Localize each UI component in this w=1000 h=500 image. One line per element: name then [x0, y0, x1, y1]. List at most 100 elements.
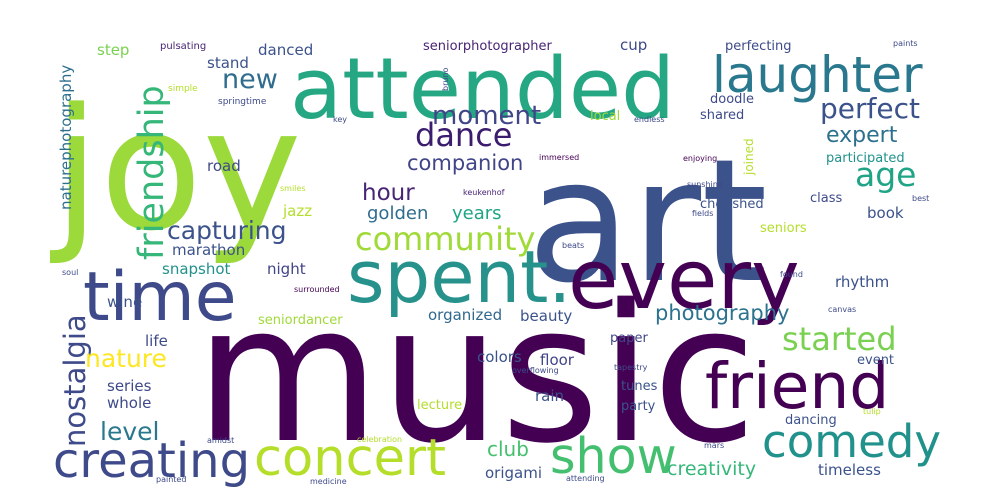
word-creating: creating — [53, 433, 250, 489]
word-road: road — [207, 157, 241, 175]
word-key: key — [333, 115, 347, 124]
word-overflowing: overflowing — [512, 366, 559, 375]
word-whole: whole — [107, 394, 151, 412]
word-night: night — [267, 260, 306, 278]
word-golden: golden — [367, 203, 428, 224]
word-every: every — [568, 233, 800, 328]
word-moment: moment — [432, 101, 541, 131]
word-photography: photography — [655, 301, 789, 325]
word-surrounded: surrounded — [294, 285, 340, 294]
word-lecture: lecture — [417, 398, 462, 413]
word-dancing: dancing — [785, 413, 837, 428]
word-bruno: bruno — [441, 67, 450, 91]
word-origami: origami — [485, 464, 542, 482]
word-nature: nature — [85, 344, 167, 373]
word-smiles: smiles — [280, 184, 306, 193]
word-concert: concert — [254, 429, 446, 488]
word-mars: mars — [704, 441, 724, 450]
word-endless: endless — [634, 115, 665, 124]
word-friend: friend — [705, 350, 889, 423]
word-art: art — [527, 123, 768, 321]
word-snapshot: snapshot — [162, 260, 231, 278]
word-springtime: springtime — [218, 97, 267, 107]
word-spent: spent. — [347, 235, 571, 319]
word-keukenhof: keukenhof — [463, 188, 505, 197]
word-cherished: cherished — [700, 197, 764, 212]
word-friendship: friendship — [132, 85, 172, 260]
word-perfecting: perfecting — [725, 39, 792, 54]
word-best: best — [912, 194, 929, 203]
word-colors: colors — [477, 348, 522, 366]
word-nostalgia: nostalgia — [58, 314, 92, 447]
word-party: party — [621, 399, 656, 414]
word-marathon: marathon — [172, 241, 245, 259]
word-rain: rain — [535, 387, 564, 405]
word-life: life — [145, 332, 168, 350]
word-companion: companion — [407, 151, 523, 175]
word-capturing: capturing — [167, 216, 287, 245]
word-creativity: creativity — [667, 458, 756, 480]
word-danced: danced — [258, 41, 313, 59]
word-tulip: tulip — [863, 407, 881, 416]
word-class: class — [810, 191, 842, 206]
word-book: book — [867, 204, 904, 222]
word-found: found — [780, 270, 803, 279]
word-laughter: laughter — [712, 46, 923, 104]
word-new: new — [222, 64, 278, 95]
word-floor: floor — [540, 351, 575, 369]
word-attending: attending — [566, 474, 605, 483]
word-attended: attended — [290, 40, 675, 139]
word-painted: painted — [156, 475, 186, 484]
word-time: time — [83, 258, 237, 337]
word-fields: fields — [692, 209, 713, 218]
word-stand: stand — [207, 54, 249, 72]
word-seniordancer: seniordancer — [258, 313, 343, 328]
word-wine: wine — [107, 293, 142, 311]
word-canvas: canvas — [828, 305, 856, 314]
word-expert: expert — [826, 123, 898, 148]
word-participated: participated — [826, 151, 905, 166]
word-sunshine: sunshine — [687, 180, 723, 189]
word-seniorphotographer: seniorphotographer — [423, 39, 552, 54]
word-event: event — [857, 353, 894, 368]
word-immersed: immersed — [539, 153, 579, 162]
word-joy: joy — [49, 72, 302, 268]
word-beauty: beauty — [520, 307, 572, 325]
word-dance: dance — [415, 116, 512, 154]
word-celebration: celebration — [357, 435, 402, 444]
word-comedy: comedy — [762, 415, 941, 468]
word-age: age — [855, 155, 916, 194]
word-cup: cup — [620, 36, 647, 54]
word-tunes: tunes — [621, 379, 658, 394]
word-perfect: perfect — [820, 92, 920, 125]
word-organized: organized — [428, 306, 502, 324]
word-pulsating: pulsating — [160, 41, 206, 52]
word-music: music — [195, 264, 757, 485]
word-shared: shared — [700, 108, 744, 123]
word-club: club — [487, 437, 529, 461]
word-paints: paints — [893, 39, 918, 48]
word-beats: beats — [562, 241, 584, 250]
word-simple: simple — [168, 84, 198, 94]
word-show: show — [550, 428, 677, 485]
word-doodle: doodle — [710, 92, 754, 107]
word-tapestry: tapestry — [614, 363, 648, 372]
word-step: step — [97, 41, 129, 59]
word-started: started — [782, 320, 897, 358]
word-community: community — [355, 220, 535, 258]
word-timeless: timeless — [818, 461, 881, 479]
word-seniors: seniors — [760, 221, 807, 236]
word-joined: joined — [742, 138, 756, 176]
word-series: series — [107, 377, 152, 395]
word-soul: soul — [62, 268, 78, 277]
word-jazz: jazz — [282, 202, 312, 220]
word-amidst: amidst — [207, 436, 234, 445]
word-level: level — [100, 417, 159, 446]
word-paper: paper — [610, 331, 648, 346]
word-rhythm: rhythm — [835, 273, 889, 291]
word-naturephotography: naturephotography — [57, 65, 75, 210]
word-hour: hour — [362, 180, 415, 206]
word-years: years — [452, 203, 502, 224]
